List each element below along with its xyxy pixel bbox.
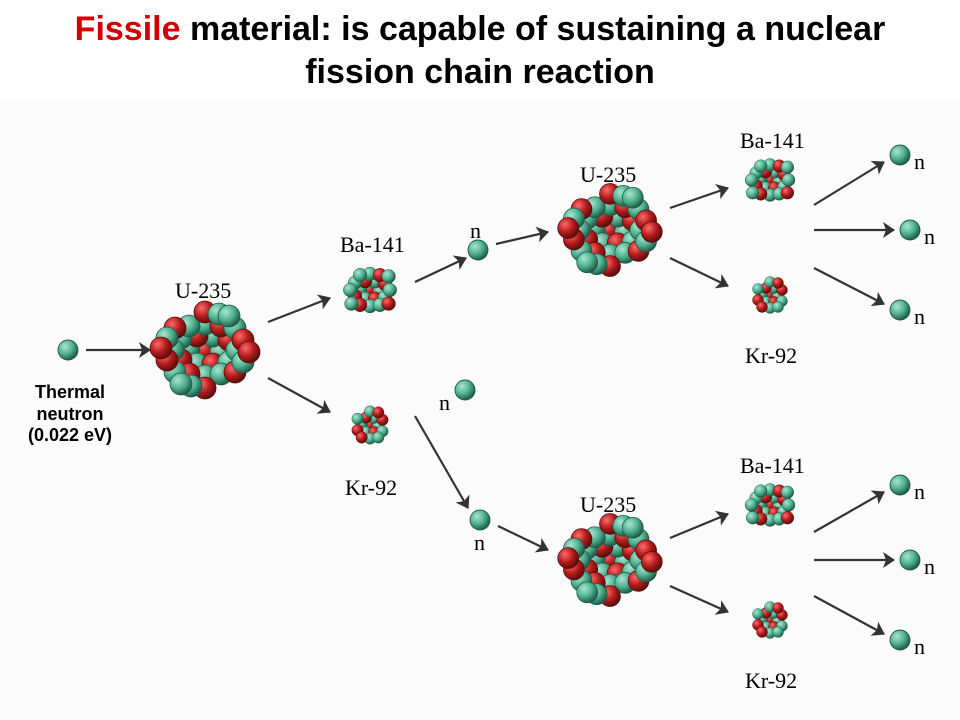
nucleus (753, 277, 788, 314)
nucleus (558, 183, 663, 276)
free-neutron (890, 630, 910, 650)
reaction-arrow (814, 492, 884, 532)
free-neutron (455, 380, 475, 400)
nucleus (352, 406, 388, 444)
nucleus-label: U-235 (580, 492, 636, 518)
slide-root: Fissile material: is capable of sustaini… (0, 0, 960, 720)
reaction-arrow (814, 162, 884, 205)
free-neutron (900, 550, 920, 570)
nucleus (745, 484, 795, 527)
neutron-label: n (914, 149, 925, 175)
nucleus-label: Kr-92 (345, 475, 397, 501)
nucleus (558, 513, 663, 606)
reaction-arrow (670, 258, 728, 286)
reaction-arrow (268, 298, 330, 322)
free-neutron (900, 220, 920, 240)
diagram-svg (0, 100, 960, 720)
nucleus-label: U-235 (175, 278, 231, 304)
free-neutron (890, 300, 910, 320)
nucleus-label: U-235 (580, 162, 636, 188)
free-neutron (890, 145, 910, 165)
reaction-arrow (814, 268, 884, 304)
reaction-arrow (415, 258, 466, 282)
neutron-label: n (474, 530, 485, 556)
free-neutron (58, 340, 78, 360)
free-neutron (470, 510, 490, 530)
neutron-label: n (439, 390, 450, 416)
reaction-arrow (498, 526, 548, 550)
reaction-arrow (496, 232, 548, 244)
neutron-label: n (924, 224, 935, 250)
nucleus (753, 602, 788, 639)
title-rest: material: is capable of sustaining a nuc… (181, 10, 886, 91)
nucleus (343, 267, 396, 313)
free-neutron (890, 475, 910, 495)
sidelabel-line1: Thermal (35, 382, 105, 402)
reaction-arrow (670, 188, 728, 208)
reaction-arrow (415, 416, 468, 508)
reaction-arrow (670, 514, 728, 538)
nucleus-label: Ba-141 (340, 232, 405, 258)
nucleus (745, 159, 795, 202)
nucleus-label: Kr-92 (745, 668, 797, 694)
nucleus-label: Ba-141 (740, 128, 805, 154)
thermal-neutron-label: Thermal neutron (0.022 eV) (10, 382, 130, 447)
neutron-label: n (924, 554, 935, 580)
neutron-label: n (470, 218, 481, 244)
sidelabel-line2: neutron (37, 404, 104, 424)
nucleus-label: Ba-141 (740, 453, 805, 479)
reaction-arrow (814, 596, 884, 634)
title-highlight: Fissile (75, 10, 181, 48)
nucleus-label: Kr-92 (745, 343, 797, 369)
neutron-label: n (914, 304, 925, 330)
slide-title: Fissile material: is capable of sustaini… (0, 8, 960, 93)
reaction-arrow (670, 586, 728, 612)
reaction-arrow (268, 378, 330, 412)
nucleus (150, 301, 260, 399)
sidelabel-line3: (0.022 eV) (28, 425, 112, 445)
neutron-label: n (914, 479, 925, 505)
fission-diagram: Thermal neutron (0.022 eV) U-235 Ba-141 Kr… (0, 100, 960, 720)
neutron-label: n (914, 634, 925, 660)
